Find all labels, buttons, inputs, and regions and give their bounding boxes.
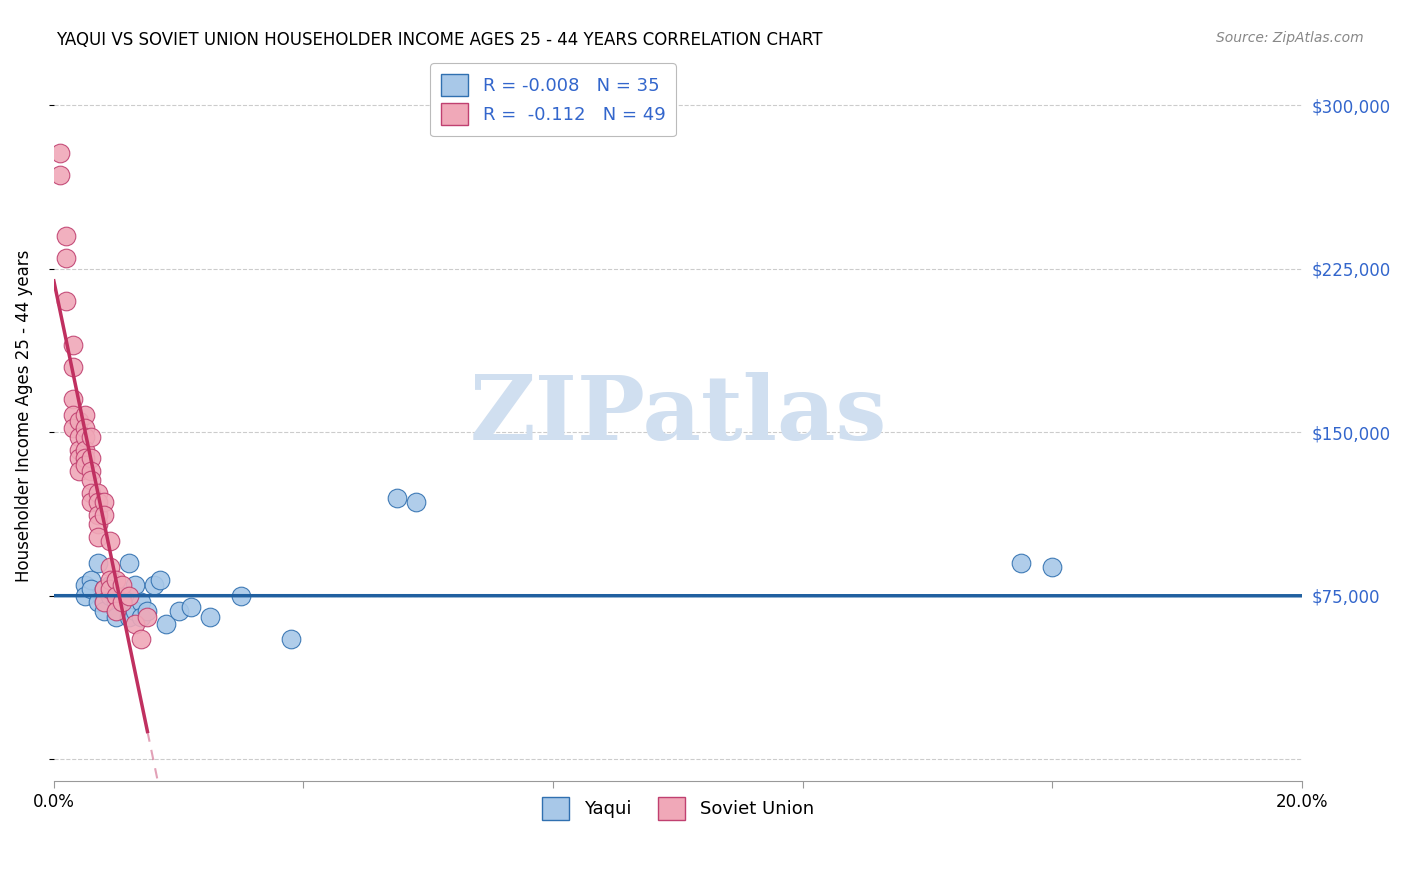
Point	[93, 582, 115, 596]
Point	[62, 421, 84, 435]
Point	[93, 495, 115, 509]
Point	[62, 408, 84, 422]
Point	[73, 442, 96, 457]
Point	[73, 458, 96, 472]
Point	[180, 599, 202, 614]
Point	[67, 429, 90, 443]
Point	[73, 429, 96, 443]
Point	[80, 486, 103, 500]
Point	[80, 473, 103, 487]
Point	[229, 589, 252, 603]
Point	[111, 595, 134, 609]
Point	[62, 359, 84, 374]
Text: YAQUI VS SOVIET UNION HOUSEHOLDER INCOME AGES 25 - 44 YEARS CORRELATION CHART: YAQUI VS SOVIET UNION HOUSEHOLDER INCOME…	[56, 31, 823, 49]
Point	[124, 578, 146, 592]
Point	[67, 451, 90, 466]
Point	[98, 578, 121, 592]
Point	[1040, 560, 1063, 574]
Point	[93, 604, 115, 618]
Point	[73, 578, 96, 592]
Point	[136, 604, 159, 618]
Point	[73, 589, 96, 603]
Point	[405, 495, 427, 509]
Point	[86, 516, 108, 531]
Point	[80, 582, 103, 596]
Point	[111, 595, 134, 609]
Point	[55, 229, 77, 244]
Point	[62, 338, 84, 352]
Point	[136, 610, 159, 624]
Point	[86, 486, 108, 500]
Point	[86, 530, 108, 544]
Point	[80, 451, 103, 466]
Point	[67, 465, 90, 479]
Point	[49, 146, 72, 161]
Point	[198, 610, 221, 624]
Point	[167, 604, 190, 618]
Point	[93, 595, 115, 609]
Point	[129, 610, 152, 624]
Point	[98, 560, 121, 574]
Point	[93, 508, 115, 522]
Point	[142, 578, 165, 592]
Point	[105, 595, 128, 609]
Point	[55, 251, 77, 265]
Point	[86, 508, 108, 522]
Point	[86, 595, 108, 609]
Legend: Yaqui, Soviet Union: Yaqui, Soviet Union	[534, 790, 821, 827]
Point	[80, 574, 103, 588]
Point	[105, 604, 128, 618]
Point	[93, 582, 115, 596]
Point	[93, 595, 115, 609]
Point	[73, 421, 96, 435]
Point	[67, 414, 90, 428]
Point	[149, 574, 172, 588]
Point	[98, 589, 121, 603]
Point	[62, 392, 84, 407]
Point	[385, 491, 408, 505]
Point	[280, 632, 302, 647]
Point	[1010, 556, 1032, 570]
Point	[124, 617, 146, 632]
Point	[49, 168, 72, 182]
Point	[55, 294, 77, 309]
Y-axis label: Householder Income Ages 25 - 44 years: Householder Income Ages 25 - 44 years	[15, 250, 32, 582]
Point	[73, 408, 96, 422]
Point	[111, 589, 134, 603]
Point	[155, 617, 177, 632]
Point	[105, 589, 128, 603]
Point	[73, 451, 96, 466]
Point	[80, 495, 103, 509]
Point	[80, 465, 103, 479]
Point	[105, 610, 128, 624]
Point	[129, 632, 152, 647]
Point	[86, 556, 108, 570]
Point	[118, 610, 141, 624]
Point	[98, 534, 121, 549]
Point	[105, 574, 128, 588]
Point	[86, 495, 108, 509]
Text: Source: ZipAtlas.com: Source: ZipAtlas.com	[1216, 31, 1364, 45]
Point	[98, 574, 121, 588]
Point	[118, 589, 141, 603]
Point	[98, 582, 121, 596]
Point	[111, 578, 134, 592]
Point	[118, 556, 141, 570]
Point	[67, 442, 90, 457]
Point	[124, 604, 146, 618]
Point	[129, 595, 152, 609]
Text: ZIPatlas: ZIPatlas	[470, 372, 887, 459]
Point	[80, 429, 103, 443]
Point	[105, 604, 128, 618]
